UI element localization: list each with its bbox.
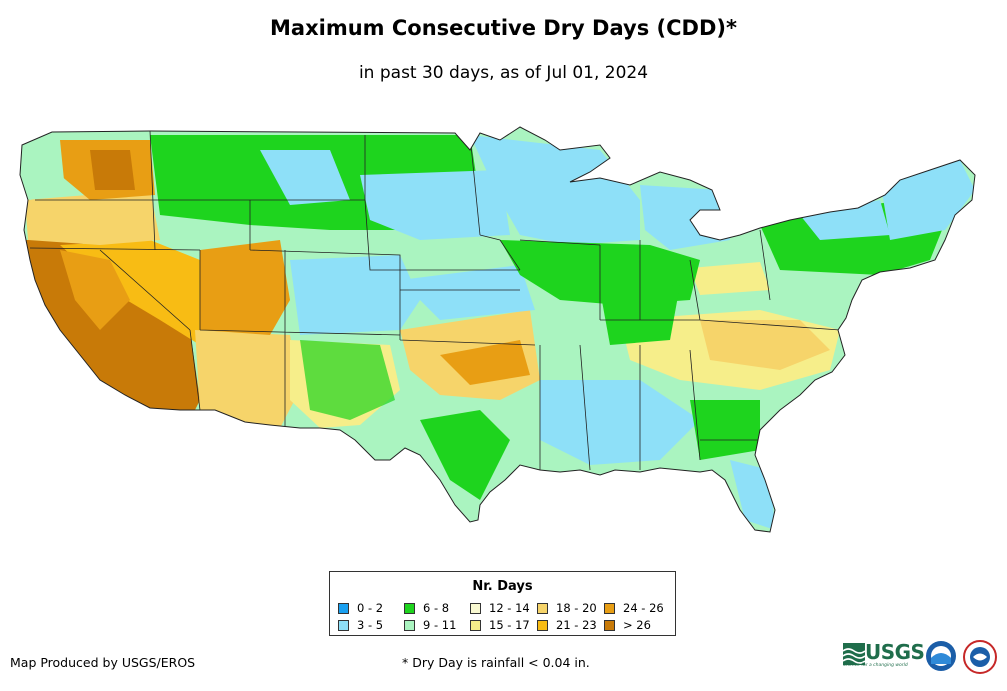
legend-swatch [537, 619, 548, 631]
legend-label: 24 - 26 [623, 601, 664, 615]
dry-day-footnote: * Dry Day is rainfall < 0.04 in. [402, 655, 590, 670]
zone-dakotas [360, 170, 510, 240]
legend-swatch [470, 619, 481, 631]
legend-swatch [338, 602, 349, 614]
zone-inland-nw [90, 150, 135, 190]
legend-swatch [604, 619, 615, 631]
legend-item: 21 - 23 [537, 618, 597, 632]
legend-item: 12 - 14 [470, 601, 530, 615]
zone-south-texas [420, 410, 510, 500]
zone-pacific-nw-coast [20, 140, 65, 200]
legend-swatch [537, 602, 548, 614]
zone-nevada [60, 250, 130, 330]
legend-item: 15 - 17 [470, 618, 530, 632]
zone-ohio-valley [690, 262, 770, 295]
zone-new-england [880, 160, 975, 240]
noaa-logo-icon [926, 641, 956, 671]
legend-item: 18 - 20 [537, 601, 597, 615]
usgs-wave-icon [843, 643, 865, 665]
usgs-tagline: science for a changing world [843, 663, 908, 668]
legend-item: 0 - 2 [338, 601, 383, 615]
zone-oregon [25, 190, 160, 245]
state-borders [29, 130, 841, 471]
map-subtitle: in past 30 days, as of Jul 01, 2024 [358, 63, 649, 83]
legend-label: 9 - 11 [423, 618, 457, 632]
zone-arizona [195, 330, 300, 428]
legend-label: 6 - 8 [423, 601, 450, 615]
legend-swatch [470, 602, 481, 614]
legend-swatch [404, 619, 415, 631]
cdd-zones [20, 135, 975, 530]
zone-west-extreme [20, 240, 200, 420]
zone-gulf-coast [540, 380, 700, 465]
legend-label: 0 - 2 [357, 601, 384, 615]
legend-title: Nr. Days [472, 579, 533, 594]
zone-utah [200, 240, 290, 335]
zone-colorado [290, 255, 420, 335]
zone-nm-green [300, 340, 395, 420]
us-cdd-map [19, 126, 976, 533]
legend-item: > 26 [604, 618, 651, 632]
legend-label: 21 - 23 [556, 618, 597, 632]
zone-carolinas [700, 320, 830, 370]
zone-montana-wet [260, 150, 350, 205]
legend-label: 12 - 14 [489, 601, 530, 615]
legend-item: 9 - 11 [404, 618, 456, 632]
legend-label: 18 - 20 [556, 601, 597, 615]
legend-swatch [338, 619, 349, 631]
legend-label: 15 - 17 [489, 618, 530, 632]
nws-logo-icon [963, 640, 997, 674]
usgs-logo: USGS [865, 640, 925, 664]
map-credit: Map Produced by USGS/EROS [10, 655, 196, 670]
legend-swatch [604, 602, 615, 614]
map-title: Maximum Consecutive Dry Days (CDD)* [270, 16, 737, 40]
zone-kansas [400, 265, 535, 320]
legend-item: 24 - 26 [604, 601, 664, 615]
legend-label: > 26 [623, 618, 651, 632]
zone-georgia [690, 400, 760, 460]
legend-label: 3 - 5 [357, 618, 384, 632]
agency-logos: USGS science for a changing world [843, 640, 1003, 674]
legend-swatch [404, 602, 415, 614]
zone-upper-midwest [470, 135, 640, 245]
legend-item: 3 - 5 [338, 618, 383, 632]
zone-ok-core [440, 340, 530, 385]
legend-item: 6 - 8 [404, 601, 449, 615]
legend: Nr. Days 0 - 2 3 - 5 6 - 8 9 - 11 12 - 1… [329, 571, 676, 636]
zone-ny-wet [800, 200, 890, 240]
